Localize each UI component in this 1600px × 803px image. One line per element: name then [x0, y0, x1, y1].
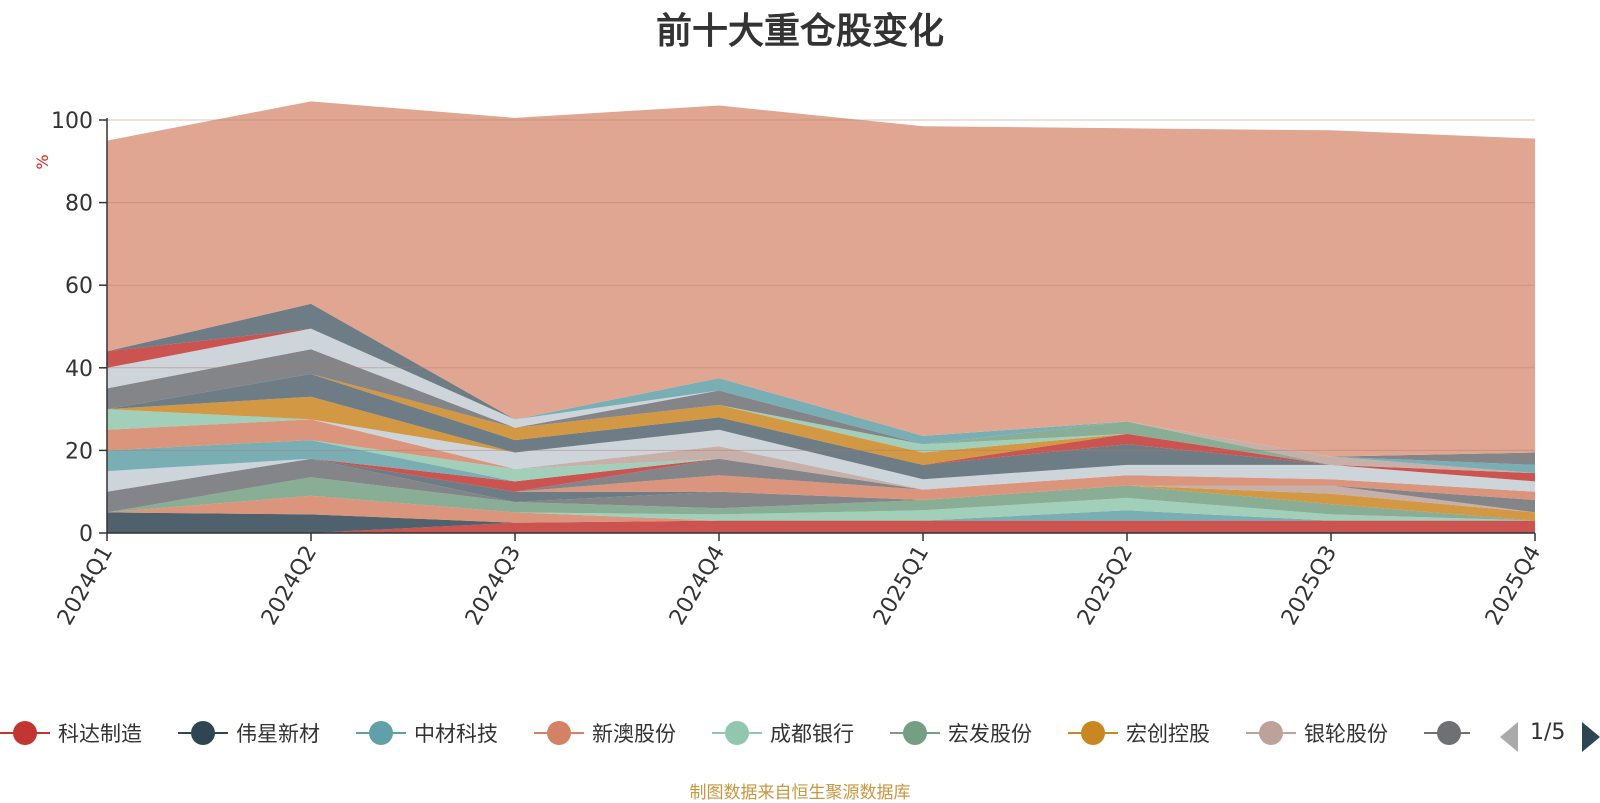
data-source-note: 制图数据来自恒生聚源数据库: [689, 783, 911, 803]
area-series-30: [107, 328, 1535, 457]
area-series-8: [107, 477, 1535, 513]
area-series-12: [107, 458, 1535, 500]
area-series-15: [107, 440, 1535, 492]
area-series-2: [107, 512, 1535, 533]
legend-prev-page-button[interactable]: [1500, 722, 1518, 752]
area-series-group: [107, 101, 1535, 533]
area-series-4: [107, 495, 1535, 523]
legend-page-indicator: 1/5: [1530, 720, 1566, 745]
legend-item[interactable]: 银轮股份: [1246, 716, 1388, 750]
y-tick-label: 80: [65, 192, 93, 217]
y-tick-label: 20: [65, 439, 93, 464]
legend-label: 成都银行: [770, 722, 854, 746]
area-series-5: [107, 495, 1535, 521]
legend-next-page-button[interactable]: [1582, 722, 1600, 752]
area-series-17: [107, 419, 1535, 492]
area-series-9: [107, 458, 1535, 513]
stacked-area-chart: 0 20 40 60 80 100 2024Q1 2024Q2 2024Q3 2024Q4 2025…: [33, 101, 1546, 630]
area-series-3: [107, 510, 1535, 523]
area-series-14: [107, 458, 1535, 492]
legend-item[interactable]: 宏发股份: [890, 716, 1032, 750]
area-series-27: [107, 374, 1535, 474]
y-axis-label: %: [33, 154, 52, 169]
y-tick-label: 40: [65, 357, 93, 382]
legend-marker-icon: [1424, 719, 1470, 747]
legend-marker-icon: [712, 719, 762, 747]
legend-marker-icon: [0, 719, 50, 747]
x-tick-label: 2024Q4: [665, 542, 730, 630]
legend-item[interactable]: 股票九: [1424, 716, 1470, 750]
area-series-22: [107, 374, 1535, 482]
area-series-1: [107, 520, 1535, 533]
legend-marker-icon: [534, 719, 584, 747]
legend-marker-icon: [356, 719, 406, 747]
x-tick-label: 2025Q2: [1073, 542, 1138, 630]
chart-title: 前十大重仓股变化: [655, 11, 944, 52]
legend-marker-icon: [1068, 719, 1118, 747]
area-series-20: [107, 409, 1535, 482]
legend-item[interactable]: 成都银行: [712, 716, 854, 750]
x-tick-label: 2025Q1: [869, 542, 934, 630]
legend-label: 中材科技: [414, 722, 498, 746]
area-series-11: [107, 458, 1535, 500]
legend-label: 科达制造: [58, 722, 142, 746]
legend-marker-icon: [1246, 719, 1296, 747]
area-series-21: [107, 396, 1535, 482]
grid-lines: [107, 119, 1535, 451]
area-series-13: [107, 458, 1535, 492]
area-series-7: [107, 477, 1535, 521]
legend-label: 宏发股份: [948, 722, 1032, 746]
area-series-33: [107, 303, 1535, 457]
legend-marker-icon: [178, 719, 228, 747]
legend-item[interactable]: 中材科技: [356, 716, 498, 750]
legend-label: 银轮股份: [1304, 722, 1388, 746]
legend-marker-icon: [890, 719, 940, 747]
x-tick-label: 2024Q1: [53, 542, 118, 630]
y-tick-label: 100: [51, 109, 93, 134]
legend-label: 伟星新材: [236, 722, 320, 746]
legend-item[interactable]: 新澳股份: [534, 716, 676, 750]
area-series-10: [107, 458, 1535, 502]
legend-items: 科达制造 伟星新材 中材科技 新澳股份 成都银行 宏发股份 宏创控股 银轮股份 股票九: [0, 716, 1470, 756]
area-series-19: [107, 419, 1535, 492]
legend-label: 新澳股份: [592, 722, 676, 746]
x-tick-label: 2025Q4: [1481, 542, 1546, 630]
legend-pager: 1/5: [1500, 720, 1600, 754]
legend: 科达制造 伟星新材 中材科技 新澳股份 成都银行 宏发股份 宏创控股 银轮股份 股票九: [0, 716, 1600, 756]
y-tick-label: 0: [79, 522, 93, 547]
area-series-34: [107, 101, 1535, 457]
x-tick-label: 2025Q3: [1277, 542, 1342, 630]
y-tick-label: 60: [65, 274, 93, 299]
legend-item[interactable]: 宏创控股: [1068, 716, 1210, 750]
legend-item[interactable]: 科达制造: [0, 716, 142, 750]
legend-label: 宏创控股: [1126, 722, 1210, 746]
area-series-6: [107, 477, 1535, 521]
legend-item[interactable]: 伟星新材: [178, 716, 320, 750]
x-tick-label: 2024Q2: [257, 542, 322, 630]
x-tick-label: 2024Q3: [461, 542, 526, 630]
